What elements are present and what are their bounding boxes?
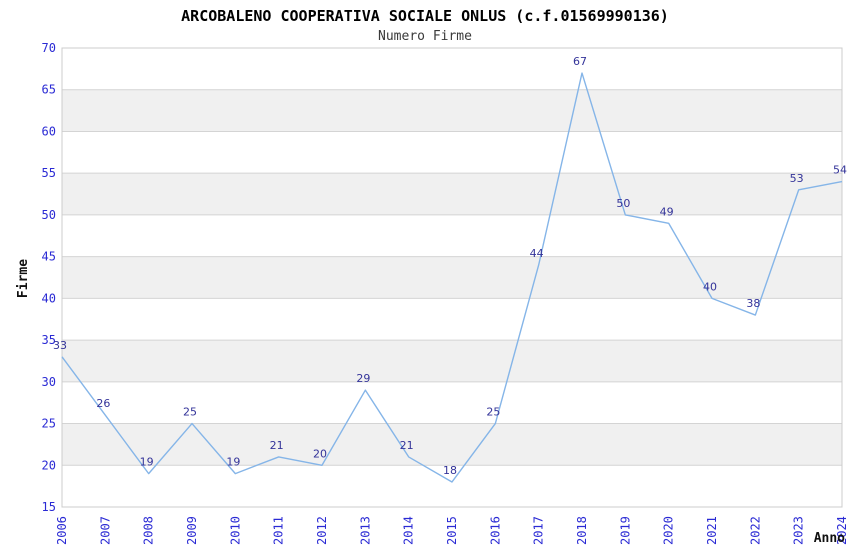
x-tick-label: 2022: [748, 516, 762, 545]
plot-border: [61, 47, 843, 508]
y-tick-label: 55: [42, 166, 56, 180]
data-point-label: 29: [356, 372, 370, 385]
y-tick-label: 45: [42, 250, 56, 264]
y-tick-label: 70: [42, 41, 56, 55]
data-point-label: 38: [746, 297, 760, 310]
x-tick-label: 2024: [835, 516, 849, 545]
chart-subtitle: Numero Firme: [378, 29, 472, 44]
y-tick-label: 30: [42, 375, 56, 389]
x-tick-label: 2006: [55, 516, 69, 545]
plot-band: [62, 256, 842, 299]
x-tick-label: 2021: [705, 516, 719, 545]
y-tick-label: 40: [42, 291, 56, 305]
data-point-label: 21: [400, 439, 414, 452]
x-tick-label: 2010: [228, 516, 242, 545]
y-tick-label: 65: [42, 83, 56, 97]
x-tick-label: 2008: [142, 516, 156, 545]
x-tick-label: 2011: [272, 516, 286, 545]
x-tick-label: 2009: [185, 516, 199, 545]
data-point-label: 20: [313, 447, 327, 460]
data-point-label: 26: [96, 397, 110, 410]
data-point-label: 67: [573, 55, 587, 68]
data-point-label: 19: [140, 456, 154, 469]
y-tick-label: 25: [42, 417, 56, 431]
data-point-label: 33: [53, 339, 67, 352]
x-tick-label: 2013: [358, 516, 372, 545]
y-tick-label: 15: [42, 500, 56, 514]
y-tick-label: 20: [42, 458, 56, 472]
plot-band: [62, 173, 842, 215]
data-point-label: 50: [616, 197, 630, 210]
data-point-label: 53: [790, 172, 804, 185]
plot-band: [62, 423, 842, 466]
x-tick-label: 2018: [575, 516, 589, 545]
data-point-label: 25: [183, 406, 197, 419]
data-point-label: 44: [530, 247, 544, 260]
x-tick-label: 2012: [315, 516, 329, 545]
data-point-label: 40: [703, 280, 717, 293]
data-point-label: 49: [660, 205, 674, 218]
chart-title: ARCOBALENO COOPERATIVA SOCIALE ONLUS (c.…: [181, 7, 669, 25]
y-tick-label: 50: [42, 208, 56, 222]
x-tick-label: 2020: [662, 516, 676, 545]
y-tick-label: 60: [42, 124, 56, 138]
x-tick-label: 2015: [445, 516, 459, 545]
x-axis-title: Anno: [813, 531, 845, 546]
x-tick-label: 2019: [618, 516, 632, 545]
data-line: [61, 72, 843, 483]
x-tick-label: 2023: [792, 516, 806, 545]
data-point-label: 54: [833, 164, 847, 177]
y-tick-label: 35: [42, 333, 56, 347]
x-tick-label: 2014: [402, 516, 416, 545]
plot-band: [62, 89, 842, 132]
x-tick-label: 2007: [98, 516, 112, 545]
x-tick-label: 2016: [488, 516, 502, 545]
data-point-label: 18: [443, 464, 457, 477]
data-point-label: 19: [226, 456, 240, 469]
x-tick-label: 2017: [532, 516, 546, 545]
plot-band: [62, 340, 842, 382]
data-point-label: 21: [270, 439, 284, 452]
data-point-label: 25: [486, 406, 500, 419]
